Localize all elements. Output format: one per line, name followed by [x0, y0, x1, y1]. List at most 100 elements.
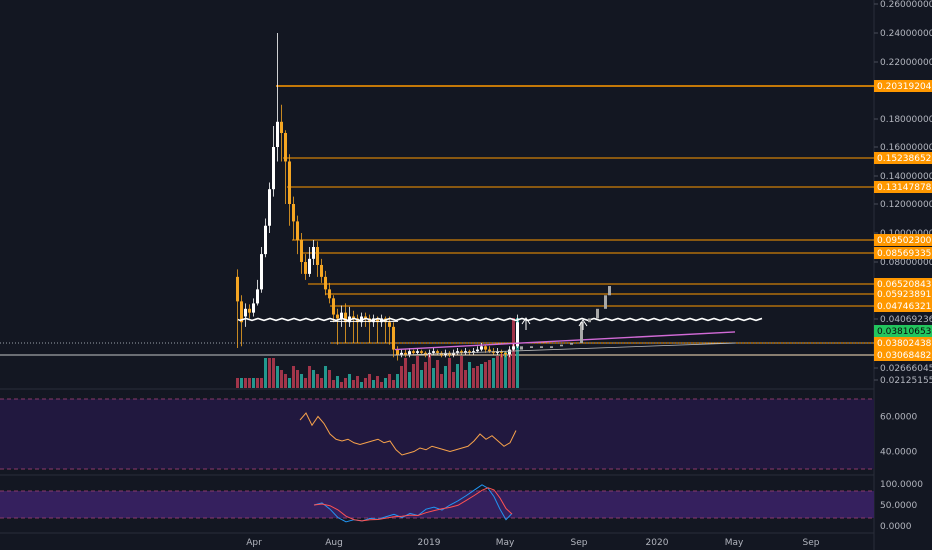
price-level-badge [874, 152, 932, 164]
volume-bar [272, 358, 275, 388]
volume-bar [244, 378, 247, 388]
projected-candle [604, 295, 607, 309]
volume-bar [472, 368, 475, 388]
volume-bar [304, 378, 307, 388]
price-level-badge [874, 181, 932, 193]
price-level-badge [874, 247, 932, 259]
candle-body [312, 246, 315, 259]
price-tick-label: 0.02666045 [880, 364, 932, 374]
price-level-label: 0.20319204 [877, 82, 932, 92]
candle-body [452, 352, 455, 355]
projected-candle [588, 318, 591, 323]
candle-body [276, 121, 279, 147]
rsi-band [0, 399, 874, 469]
volume-bar [408, 372, 411, 388]
volume-bar [384, 378, 387, 388]
candle-body [264, 225, 267, 255]
candle-body [488, 349, 491, 352]
price-tick-label: 0.12000000 [880, 200, 932, 210]
volume-bar [420, 370, 423, 388]
candle-body [252, 303, 255, 313]
candle-body [504, 352, 507, 355]
volume-bar [380, 382, 383, 388]
candle-body [516, 322, 519, 347]
price-tick-label: 0.16000000 [880, 143, 932, 153]
volume-bar [344, 378, 347, 388]
volume-bar [476, 366, 479, 388]
volume-bar [504, 352, 507, 388]
time-axis[interactable]: Apr Aug 2019 May Sep 2020 May Sep [246, 538, 820, 548]
candle-body [304, 262, 307, 274]
candle-body [336, 314, 339, 319]
volume-bar [400, 366, 403, 388]
stoch-tick-label: 0.0000 [880, 522, 912, 532]
price-level-label: 0.03068482 [877, 351, 931, 361]
stoch-pane[interactable] [0, 484, 874, 523]
candle-body [432, 351, 435, 353]
candle-body [464, 351, 467, 353]
volume-bar [300, 374, 303, 388]
volume-bar [248, 378, 251, 388]
price-level-badge [874, 300, 932, 312]
price-level-label: 0.03810653 [877, 327, 931, 337]
candle-body [268, 189, 271, 226]
volume-bar [368, 374, 371, 388]
volume-bar [392, 380, 395, 388]
volume-bar [436, 360, 439, 388]
rsi-tick-label: 60.0000 [880, 413, 917, 423]
price-tick-label: 0.08000000 [880, 258, 932, 268]
volume-bar [332, 380, 335, 388]
volume-bar [444, 366, 447, 388]
price-tick-label: 0.04069236 [880, 315, 932, 325]
candle-body [352, 316, 355, 319]
up-arrow-icon [521, 317, 531, 330]
volume-bar [452, 372, 455, 388]
candle-body [288, 161, 291, 204]
candle-body [244, 308, 247, 317]
candle-body [412, 351, 415, 353]
candle-body [248, 308, 251, 313]
volume-bar [264, 358, 267, 388]
volume-bar [448, 358, 451, 388]
volume-bar [236, 378, 239, 388]
volume-bar [320, 378, 323, 388]
volume-bar [396, 374, 399, 388]
candle-body [376, 318, 379, 323]
volume-bar [356, 376, 359, 388]
rsi-pane[interactable] [0, 398, 874, 470]
price-level-badge [874, 278, 932, 290]
candle-body [316, 246, 319, 265]
volume-bar [312, 370, 315, 388]
price-level-label: 0.06520843 [877, 280, 931, 290]
candle-body [392, 326, 395, 350]
volume-bar [464, 370, 467, 388]
volume-bar [372, 380, 375, 388]
price-pane[interactable] [0, 33, 874, 388]
volume-bar [316, 374, 319, 388]
volume-bar [324, 366, 327, 388]
volume-bar [352, 380, 355, 388]
volume-bar [292, 366, 295, 388]
volume-bar [276, 366, 279, 388]
volume-bar [328, 370, 331, 388]
candle-body [424, 352, 427, 355]
candle-body [328, 289, 331, 299]
candle-body [284, 133, 287, 162]
time-axis-label: 2020 [646, 538, 669, 548]
volume-bars [236, 318, 519, 388]
volume-bar [488, 360, 491, 388]
projected-candle [608, 286, 611, 296]
up-arrow-icon [578, 319, 588, 330]
candle-body [500, 351, 503, 353]
stoch-tick-label: 100.0000 [880, 480, 923, 490]
candle-body [400, 352, 403, 355]
volume-bar [260, 378, 263, 388]
candle-body [460, 351, 463, 353]
volume-bar [424, 362, 427, 388]
rsi-axis: 60.0000 40.0000 [880, 413, 917, 458]
price-level-label: 0.15238652 [877, 154, 931, 164]
candle-body [340, 312, 343, 319]
candle-body [332, 298, 335, 315]
price-axis[interactable]: 0.26000000 0.24000000 0.22000000 0.18000000… [874, 0, 932, 386]
